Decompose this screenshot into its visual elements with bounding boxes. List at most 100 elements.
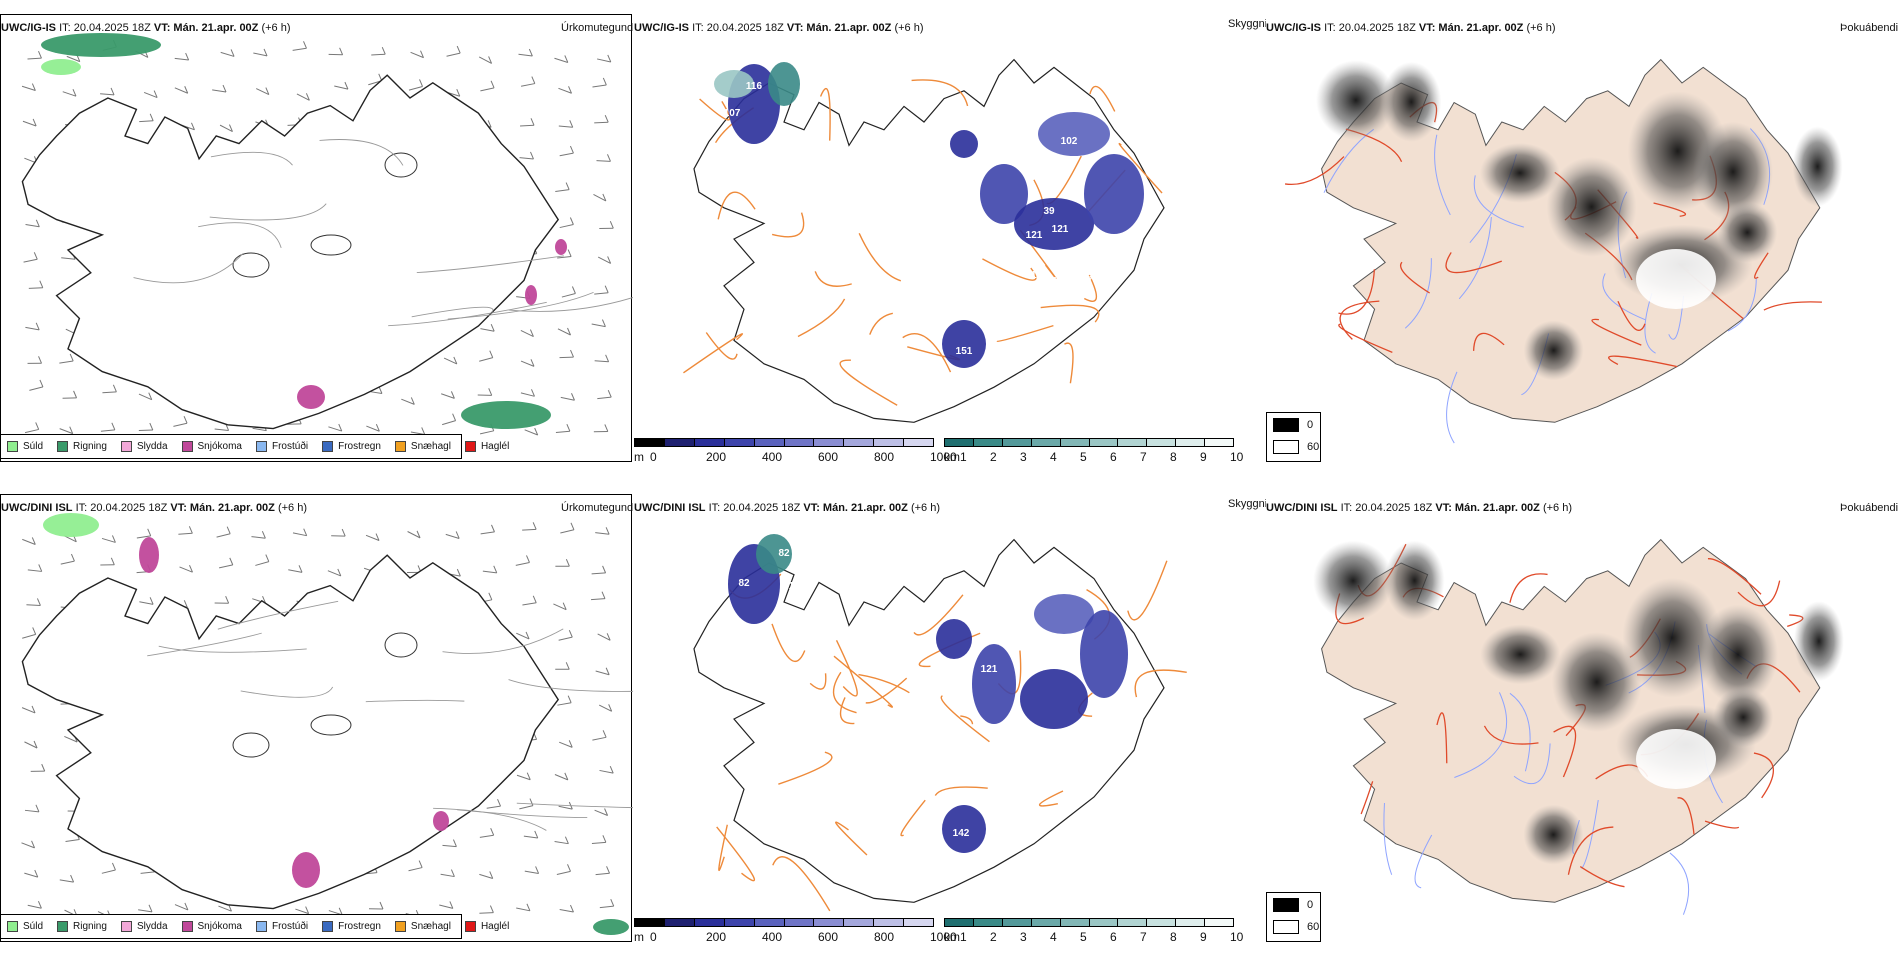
wind-barb [555,190,569,192]
colorbar-tick: 1 [960,930,967,944]
wind-barb-flag [530,152,533,159]
legend-item: Rigning [57,921,107,932]
ceiling-value-label: 73 [963,370,975,381]
wind-barb [28,905,42,908]
wind-barb-flag [71,554,74,561]
wind-barb [519,806,533,809]
wind-barb [479,913,493,914]
forecast-step: (+6 h) [894,22,923,34]
wind-barb-flag [489,593,492,600]
init-time: IT: 20.04.2025 18Z [76,502,168,514]
wind-barb-flag [566,559,569,566]
wind-barb-flag [304,41,307,48]
legend-label: Snjókoma [198,441,242,452]
vis-header-row1: UWC/IG-IS IT: 20.04.2025 18Z VT: Mán. 21… [634,22,924,34]
ceiling-area [972,644,1016,724]
colorbar-tick: 2 [990,450,997,464]
wind-barb [479,358,493,362]
colorbar-tick: 8 [1170,450,1177,464]
wind-barb-flag [150,423,153,430]
ceiling-value-label: 82 [738,578,750,589]
fog-area [1793,127,1843,207]
fog-legend-row1: 0 60 [1266,412,1321,462]
colorbar-tick: 7 [1140,450,1147,464]
ceiling-value-label: 152 [986,759,1003,770]
fog-area [1713,687,1773,747]
wind-barb [409,86,423,90]
valid-time: VT: Mán. 21.apr. 00Z [1435,502,1540,514]
colorbar-tick: 0 [650,930,657,944]
colorbar-cell [1061,919,1090,926]
wind-barb [596,671,609,675]
cloud-header-row1: UWC/IG-IS IT: 20.04.2025 18Z VT: Mán. 21… [1266,22,1556,34]
fog-legend-low: 60 [1273,440,1319,454]
fog-area [1794,601,1844,681]
fog-area [1547,157,1637,257]
wind-barb [141,872,155,873]
wind-barb-flag [572,286,575,293]
colorbar-cell [1032,919,1061,926]
wind-barb-flag [568,250,571,257]
wind-barb [520,158,534,159]
wind-barb [293,533,307,536]
wind-barb-flag [453,840,456,847]
wind-barb [600,906,614,908]
ceiling-value-label: 129 [1076,272,1093,283]
wind-barb-flag [230,558,233,565]
colorbar-cell [1176,439,1205,446]
colorbar-tick: 200 [706,930,726,944]
ceiling-value-label: 142 [953,828,970,839]
wind-barb-flag [453,414,456,421]
wind-barb-flag [526,555,529,562]
colorbar-swatches [944,438,1234,447]
wind-barb [27,58,41,59]
fog-area [1313,541,1393,621]
wind-barb [25,327,39,329]
ceiling-value-label: 121 [981,664,998,675]
legend-label: Snjókoma [198,921,242,932]
wind-barb-flag [148,529,151,536]
legend-swatch [7,921,18,932]
wind-barb [255,562,268,566]
wind-barb [217,534,231,537]
forecast-step: (+6 h) [261,22,290,34]
wind-barb [441,874,455,876]
colorbar-cell [1061,439,1090,446]
wind-barb-flag [40,380,43,387]
wind-barb-flag [569,630,572,637]
legend-swatch [57,441,68,452]
forecast-step: (+6 h) [1543,502,1572,514]
fog-area [1381,62,1441,142]
colorbar-cell [904,919,933,926]
wind-barb [102,392,116,393]
forecast-step: (+6 h) [911,502,940,514]
colorbar-tick: 10 [1230,930,1243,944]
ceiling-value-label: 102 [1061,136,1078,147]
wind-barb [597,59,611,62]
colorbar-cell [695,919,725,926]
legend-item: Súld [7,921,43,932]
ceiling-value-label: 109 [1062,644,1079,655]
colorbar-tick: 10 [1230,450,1243,464]
wind-barb [25,429,39,432]
fog-indicator-map-canvas [1266,494,1900,942]
legend-item: Frostúði [256,921,308,932]
wind-barb [480,835,494,837]
wind-barb [480,88,494,91]
wind-barb [60,880,74,882]
wind-barb [592,842,606,843]
wind-barb-flag [603,78,606,85]
colorbar-cell [1205,919,1233,926]
valid-time: VT: Mán. 21.apr. 00Z [803,502,908,514]
legend-item: Snjókoma [182,921,242,932]
fog-area [1523,805,1583,865]
wind-barb-flag [150,114,153,121]
legend-item: Slydda [121,441,168,452]
colorbar-tick: 0 [650,450,657,464]
init-time: IT: 20.04.2025 18Z [59,22,151,34]
wind-barb [483,571,497,573]
